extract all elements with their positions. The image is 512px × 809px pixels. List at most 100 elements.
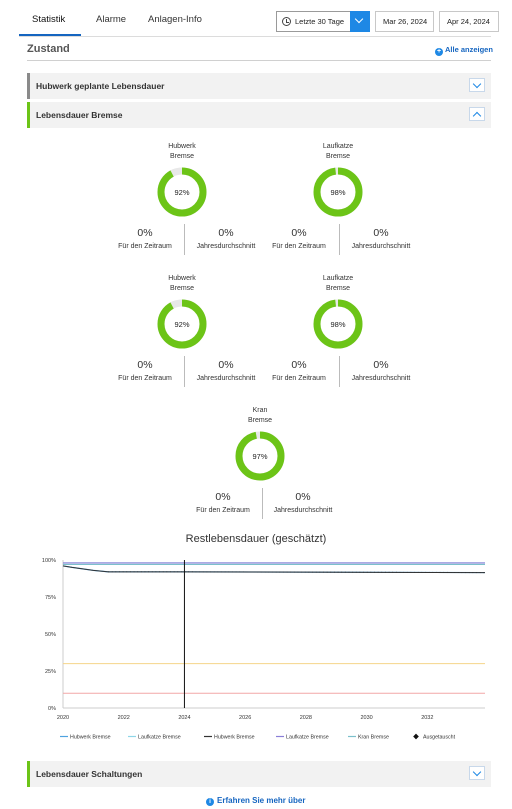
stat-period: 0% Für den Zeitraum: [100, 227, 190, 250]
series-point: [410, 571, 412, 573]
tab-alarme[interactable]: Alarme: [96, 14, 127, 25]
series-point: [428, 571, 430, 573]
series-point: [468, 571, 470, 574]
stat-annual-average: 0% Jahresdurchschnitt: [336, 359, 426, 382]
series-point: [432, 571, 434, 573]
series-point: [304, 571, 306, 573]
series-point: [224, 571, 226, 573]
series-point: [352, 571, 354, 573]
series-point: [308, 571, 310, 573]
tab-statistik[interactable]: Statistik: [32, 14, 66, 25]
show-all-label: Alle anzeigen: [445, 45, 493, 54]
legend-label: Hubwerk Bremse: [70, 735, 111, 741]
date-from-field[interactable]: Mar 26, 2024: [375, 11, 434, 32]
section-divider: [27, 60, 491, 61]
series-point: [439, 571, 441, 574]
series-point: [206, 571, 208, 573]
series-point: [271, 571, 274, 573]
series-point: [158, 571, 161, 573]
series-point: [217, 571, 219, 573]
donut-gauge: [157, 167, 207, 217]
series-point: [355, 571, 357, 573]
stat-value: 0%: [373, 359, 389, 371]
gauge-component-name: Laufkatze: [322, 275, 354, 282]
gauge-percent: 97%: [252, 452, 268, 461]
series-point: [261, 571, 263, 573]
series-point: [144, 571, 146, 573]
series-point: [465, 571, 467, 574]
series-point: [479, 572, 481, 574]
series-point: [188, 571, 190, 573]
x-tick-label: 2030: [360, 715, 372, 721]
clock-icon: [282, 17, 291, 26]
gauge-value-arc: [157, 167, 207, 217]
tabs-divider: [19, 36, 491, 37]
donut-gauge: [313, 299, 363, 349]
x-tick-label: 2022: [118, 715, 130, 721]
accordion-schaltungen[interactable]: Lebensdauer Schaltungen: [27, 761, 491, 787]
series-point: [301, 571, 303, 573]
gauge-value-arc: [157, 299, 207, 349]
accordion-hubwerk[interactable]: Hubwerk geplante Lebensdauer: [27, 73, 491, 99]
series-point: [395, 571, 397, 573]
chevron-down-icon[interactable]: [350, 11, 370, 32]
legend-label: Ausgetauscht: [423, 735, 456, 741]
series-point: [169, 571, 172, 573]
chevron-down-icon[interactable]: [469, 766, 485, 780]
series-point: [162, 571, 164, 573]
series-point: [275, 571, 277, 573]
series-point: [337, 571, 339, 573]
series-point: [333, 571, 335, 573]
series-point: [312, 571, 314, 573]
series-point: [348, 571, 350, 573]
x-tick-label: 2024: [178, 715, 190, 721]
series-point: [424, 571, 427, 573]
series-point: [126, 571, 128, 573]
series-point: [231, 571, 233, 573]
chevron-up-icon[interactable]: [469, 107, 485, 121]
y-tick-label: 100%: [42, 558, 56, 564]
series-point: [202, 571, 204, 573]
stat-divider: [184, 224, 185, 255]
accordion-title: Hubwerk geplante Lebensdauer: [36, 81, 165, 91]
series-point: [446, 571, 448, 574]
x-tick-label: 2032: [421, 715, 433, 721]
series-point: [173, 571, 175, 573]
series-point: [257, 571, 259, 573]
series-point: [268, 571, 270, 573]
date-range-label: Letzte 30 Tage: [295, 17, 345, 26]
legend-label: Laufkatze Bremse: [138, 735, 181, 741]
gauge-part-name: Bremse: [247, 417, 273, 424]
series-point: [454, 571, 456, 574]
date-to-field[interactable]: Apr 24, 2024: [439, 11, 499, 32]
stat-label: Jahresdurchschnitt: [351, 375, 411, 382]
series-point: [239, 571, 241, 573]
series-point: [279, 571, 281, 573]
series-point: [177, 571, 179, 573]
gauge-card: Hubwerk Bremse 92%: [117, 274, 247, 394]
show-all-link[interactable]: + Alle anzeigen: [435, 45, 493, 56]
learn-more-link[interactable]: i Erfahren Sie mehr über: [206, 796, 305, 806]
stat-period: 0% Für den Zeitraum: [254, 227, 344, 250]
series-point: [122, 571, 124, 573]
stat-value: 0%: [218, 227, 234, 239]
series-point: [322, 571, 325, 573]
series-point: [414, 571, 416, 573]
stat-divider: [339, 224, 340, 255]
series-point: [363, 571, 365, 573]
stat-annual-average: 0% Jahresdurchschnitt: [258, 491, 348, 514]
series-point: [406, 571, 408, 573]
series-point: [191, 571, 193, 573]
stat-label: Für den Zeitraum: [196, 507, 250, 514]
y-tick-label: 0%: [48, 706, 56, 712]
series-point: [286, 571, 288, 573]
chevron-down-icon[interactable]: [469, 78, 485, 92]
series-point: [242, 571, 244, 573]
series-point: [133, 571, 135, 573]
tab-anlagen-info[interactable]: Anlagen-Info: [148, 14, 202, 25]
accordion-bremse[interactable]: Lebensdauer Bremse: [27, 102, 491, 128]
date-range-select[interactable]: Letzte 30 Tage: [276, 11, 370, 32]
series-point: [140, 571, 142, 573]
series-point: [341, 571, 343, 573]
legend-label: Kran Bremse: [358, 735, 389, 741]
